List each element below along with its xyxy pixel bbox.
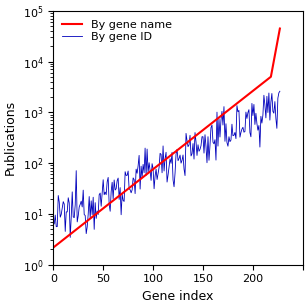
Y-axis label: Publications: Publications [4,100,17,175]
By gene ID [156,172,160,175]
By gene name [278,27,282,30]
Line: By gene name: By gene name [54,29,280,247]
By gene name [261,81,265,85]
By gene ID [52,222,56,226]
By gene ID [229,138,233,142]
X-axis label: Gene index: Gene index [142,290,214,303]
By gene ID [68,235,72,239]
By gene ID [148,169,152,172]
By gene name [147,170,151,174]
By gene name [52,245,56,249]
By gene name [155,164,159,168]
Legend: By gene name, By gene ID: By gene name, By gene ID [59,16,175,45]
By gene ID [74,169,78,173]
By gene ID [278,89,282,93]
By gene ID [262,93,266,97]
Line: By gene ID: By gene ID [54,91,280,237]
By gene name [73,228,77,232]
By gene ID [168,157,172,161]
By gene name [167,155,171,158]
By gene name [228,107,232,111]
